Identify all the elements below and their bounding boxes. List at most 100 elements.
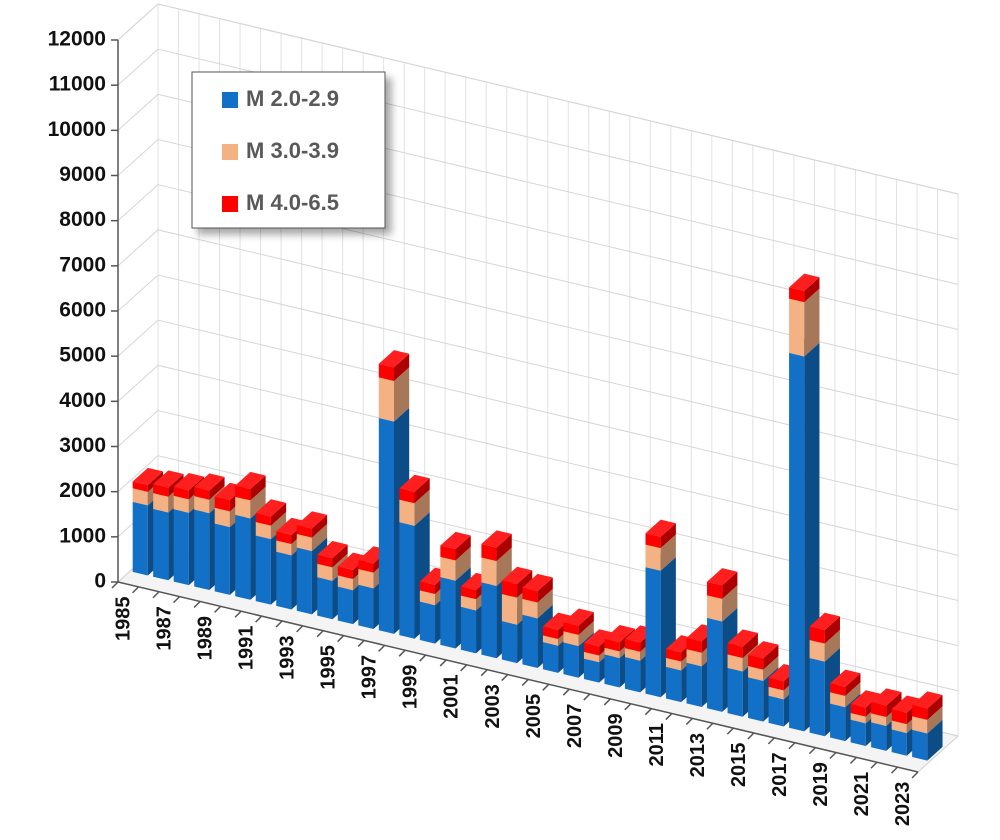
- y-tick-label: 0: [94, 570, 106, 593]
- bar-front: [419, 601, 436, 644]
- bar-front: [399, 499, 415, 526]
- bar-front: [645, 533, 661, 549]
- bar-top: [153, 470, 184, 488]
- bar-front: [481, 543, 497, 562]
- bar-front: [255, 512, 271, 526]
- y-tick-label: 3000: [59, 434, 106, 457]
- bar-front: [358, 584, 374, 630]
- bar-top: [235, 471, 266, 490]
- bar-side: [250, 486, 266, 519]
- grid-line: [117, 93, 959, 285]
- bar-front: [542, 642, 559, 673]
- bar-front: [768, 695, 784, 727]
- x-tick: [234, 610, 242, 618]
- bar-segment: [789, 273, 820, 303]
- bar-segment: [871, 688, 902, 717]
- bar-front: [809, 658, 825, 737]
- bar-top: [255, 499, 287, 517]
- y-tick-label: 6000: [59, 299, 106, 322]
- x-tick: [419, 654, 427, 662]
- bar-front: [501, 621, 518, 664]
- bar-top: [440, 531, 471, 550]
- x-tick-label: 1999: [400, 665, 422, 710]
- grid-line: [117, 48, 959, 240]
- x-tick: [173, 596, 181, 604]
- bar-front: [378, 377, 394, 422]
- bar-segment: [235, 471, 266, 501]
- bar-front: [850, 703, 866, 717]
- x-tick-label: 1995: [318, 645, 340, 690]
- x-tick-label: 1991: [236, 626, 258, 671]
- grid-line: [117, 3, 959, 195]
- bar-side: [394, 353, 410, 381]
- bar-side: [537, 577, 553, 603]
- grid-line: [117, 455, 959, 647]
- bar-front: [337, 566, 353, 579]
- bar-segment: [645, 519, 676, 549]
- bar-side: [414, 478, 430, 504]
- bar-front: [604, 654, 620, 688]
- bar-side: [742, 633, 758, 659]
- bar-side: [311, 514, 328, 538]
- bar-front: [153, 484, 169, 497]
- bar-front: [132, 481, 148, 492]
- bar-front: [358, 559, 374, 573]
- x-tick: [726, 727, 734, 735]
- bar-front: [727, 667, 743, 717]
- bar-side: [496, 533, 512, 562]
- bar-front: [686, 662, 702, 707]
- legend-label: M 2.0-2.9: [246, 86, 339, 111]
- bar-top: [317, 541, 348, 559]
- bar-front: [481, 557, 497, 586]
- bar-front: [912, 716, 928, 734]
- bar-top: [337, 552, 369, 570]
- bar-side: [414, 489, 430, 526]
- x-tick-label: 2015: [728, 743, 750, 788]
- grid-line: [117, 409, 959, 601]
- bar-front: [583, 642, 600, 656]
- bar-segment: [522, 573, 553, 603]
- bar-front: [235, 485, 251, 501]
- bar-front: [748, 666, 764, 681]
- bar-front: [276, 551, 292, 610]
- bar-front: [358, 568, 374, 589]
- x-tick-label: 1987: [154, 606, 176, 651]
- bar-front: [850, 712, 866, 724]
- y-tick-label: 2000: [59, 479, 106, 502]
- x-tick: [849, 756, 857, 764]
- bar-top: [378, 350, 410, 368]
- bar-front: [871, 722, 887, 751]
- bar-side: [927, 719, 943, 761]
- bar-side: [270, 502, 287, 526]
- grid-line: [117, 364, 959, 556]
- x-tick-label: 1997: [359, 655, 381, 700]
- x-tick: [685, 717, 693, 725]
- bar-front: [194, 509, 210, 591]
- x-tick: [255, 615, 263, 623]
- x-tick: [193, 600, 201, 609]
- bar-front: [748, 654, 764, 670]
- bar-front: [583, 658, 600, 683]
- legend-marker: [222, 144, 238, 160]
- bar-front: [522, 587, 538, 603]
- grid-line: [117, 319, 959, 511]
- x-tick: [378, 644, 386, 652]
- bar-side: [660, 523, 676, 549]
- x-tick: [152, 591, 160, 599]
- bar-top: [727, 629, 758, 647]
- x-tick-label: 2023: [892, 782, 914, 827]
- x-tick: [131, 586, 140, 594]
- x-tick: [296, 625, 304, 633]
- y-tick-label: 8000: [59, 208, 106, 231]
- x-tick: [644, 708, 652, 716]
- x-tick: [480, 669, 488, 677]
- bar-side: [537, 588, 553, 619]
- bar-front: [317, 554, 333, 568]
- bar-top: [891, 695, 923, 713]
- bar-side: [763, 644, 779, 670]
- x-tick-label: 2007: [564, 704, 586, 749]
- bar-front: [296, 547, 312, 615]
- grid-line: [117, 138, 959, 330]
- bar-front: [707, 581, 723, 599]
- bar-side: [763, 655, 779, 681]
